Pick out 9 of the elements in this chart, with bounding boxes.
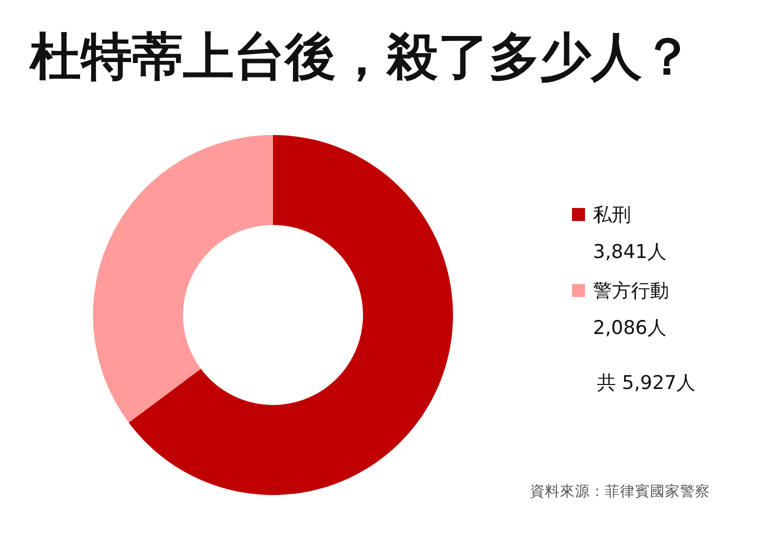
chart-title: 杜特蒂上台後，殺了多少人？ (28, 28, 693, 87)
legend-label: 私刑 (593, 204, 631, 226)
donut-slice (128, 135, 453, 495)
text: 共 5,927人 (597, 372, 696, 394)
data-label: 2,086人 (593, 317, 666, 339)
legend-label: 警方行動 (593, 280, 669, 302)
data-label: 3,841人 (593, 241, 666, 263)
donut-slice (93, 135, 273, 423)
source-note: 資料來源：菲律賓國家警察 (530, 483, 710, 500)
